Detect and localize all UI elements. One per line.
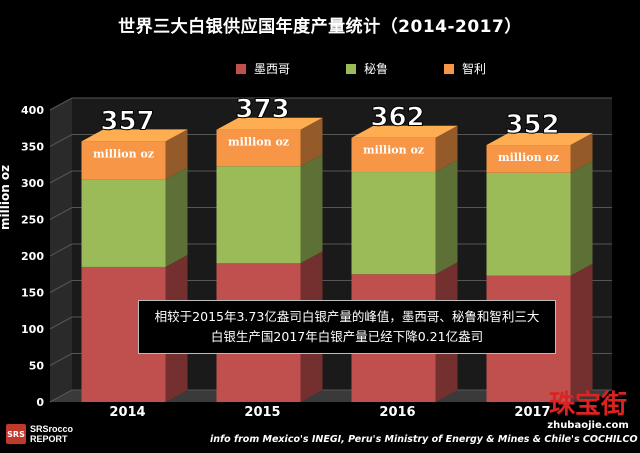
bar-segment-side xyxy=(300,117,323,167)
x-tick-label: 2015 xyxy=(244,405,280,420)
bar-unit-label: million oz xyxy=(363,144,424,157)
bar-segment-side xyxy=(435,125,458,173)
gridline-side xyxy=(49,389,73,403)
bar-segment-side xyxy=(300,154,323,264)
y-tick-label: 50 xyxy=(29,360,45,373)
gridline-side xyxy=(49,353,73,366)
bar-top-face xyxy=(81,129,188,142)
bar-segment xyxy=(351,137,436,173)
legend-item-chile: 智利 xyxy=(444,60,486,77)
annotation-note: 相较于2015年3.73亿盎司白银产量的峰值，墨西哥、秘鲁和智利三大白银生产国2… xyxy=(138,300,556,354)
source-note: info from Mexico's INEGI, Peru's Ministr… xyxy=(210,434,638,445)
gridline-side xyxy=(49,280,73,293)
y-tick-label: 0 xyxy=(36,396,44,409)
bar-segment-side xyxy=(165,129,188,180)
gridline-side xyxy=(49,97,73,111)
y-tick-label: 150 xyxy=(21,287,44,300)
logo-line2: REPORT xyxy=(30,434,68,444)
y-tick-label: 350 xyxy=(21,141,44,154)
bar-top-face xyxy=(486,133,593,146)
legend-item-mexico: 墨西哥 xyxy=(236,60,290,77)
bar-segment-side xyxy=(435,160,458,275)
bar-segment xyxy=(216,129,301,167)
gridline-side xyxy=(49,170,73,184)
bar-segment-side xyxy=(570,160,593,276)
x-tick-label: 2017 xyxy=(514,405,550,420)
watermark-en: zhubaojie.com xyxy=(547,420,629,431)
gridline-side xyxy=(49,316,73,330)
bar-unit-label: million oz xyxy=(93,147,154,160)
y-tick-label: 400 xyxy=(21,104,44,117)
watermark: 珠宝街 zhubaojie.com xyxy=(540,390,636,431)
y-tick-label: 250 xyxy=(21,214,44,227)
bar-top-face xyxy=(216,117,323,130)
gridline-side xyxy=(49,207,73,220)
gridline-side xyxy=(49,134,73,147)
bar-unit-label: million oz xyxy=(228,136,289,149)
bar-total-label: 352 xyxy=(505,110,559,140)
logo-line1: SRSrocco xyxy=(30,424,74,434)
legend-swatch-mexico xyxy=(236,63,246,74)
logo-mark-icon: SRS xyxy=(6,424,26,444)
bar-segment-side xyxy=(570,133,593,173)
bar-total-label: 373 xyxy=(235,95,289,125)
bar-segment xyxy=(81,179,166,267)
bar-unit-label: million oz xyxy=(498,151,559,164)
x-tick-label: 2014 xyxy=(109,405,145,420)
legend-item-peru: 秘鲁 xyxy=(346,60,388,77)
bar-segment xyxy=(351,172,436,275)
bar-segment xyxy=(81,141,166,180)
y-tick-label: 300 xyxy=(21,177,44,190)
watermark-cn: 珠宝街 xyxy=(548,390,627,420)
y-tick-label: 100 xyxy=(21,323,44,336)
bar-total-label: 357 xyxy=(100,106,154,136)
bar-segment xyxy=(486,172,571,276)
legend-swatch-chile xyxy=(444,63,455,74)
bar-segment xyxy=(216,166,301,264)
x-tick-label: 2016 xyxy=(379,405,415,420)
bar-total-label: 362 xyxy=(370,103,424,133)
y-tick-label: 200 xyxy=(21,250,44,263)
chart-title: 世界三大白银供应国年度产量统计（2014-2017） xyxy=(118,17,522,37)
legend-swatch-peru xyxy=(346,63,357,74)
legend-label-mexico: 墨西哥 xyxy=(254,62,291,76)
legend: 墨西哥 秘鲁 智利 xyxy=(236,60,486,77)
legend-label-chile: 智利 xyxy=(462,62,487,76)
gridline-side xyxy=(49,243,73,257)
bar-segment xyxy=(486,145,571,173)
bar-segment-side xyxy=(165,167,188,267)
plot-floor xyxy=(50,390,612,402)
logo-text: SRSrocco REPORT xyxy=(30,424,73,444)
bar-top-face xyxy=(351,125,458,138)
bar-segment-side xyxy=(570,263,593,402)
legend-label-peru: 秘鲁 xyxy=(364,62,389,76)
srsrocco-logo: SRS SRSrocco REPORT xyxy=(6,424,73,444)
